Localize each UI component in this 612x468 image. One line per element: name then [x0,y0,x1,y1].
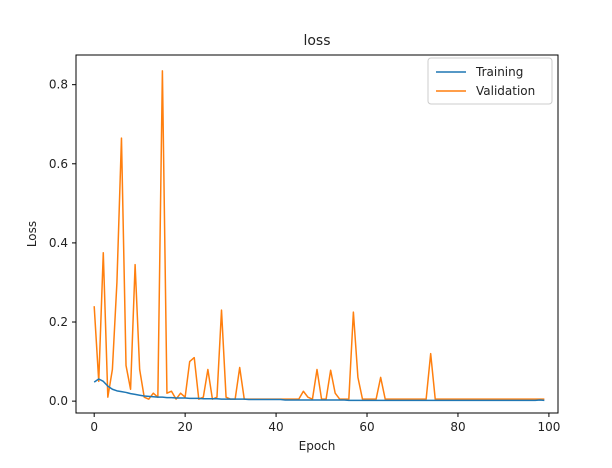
series-line-training [93,378,545,402]
y-tick-label: 0.8 [49,78,68,92]
y-axis-ticks: 0.0 0.2 0.4 0.6 0.8 [49,78,76,408]
plot-frame [75,54,559,414]
plot-lines [93,70,545,402]
legend-training-label: Training [475,65,523,79]
y-tick-label: 0.0 [49,394,68,408]
x-axis-label: Epoch [299,439,336,453]
x-tick-label: 100 [537,420,560,434]
x-axis-ticks: 0 20 40 60 80 100 [90,413,560,434]
y-tick-label: 0.2 [49,315,68,329]
y-axis-label: Loss [25,221,39,247]
x-tick-label: 40 [268,420,283,434]
legend: Training Validation [427,57,553,105]
x-tick-label: 0 [90,420,98,434]
y-tick-label: 0.6 [49,157,68,171]
y-tick-label: 0.4 [49,236,68,250]
x-tick-label: 60 [359,420,374,434]
x-tick-label: 20 [177,420,192,434]
legend-validation-label: Validation [476,84,535,98]
legend-box [427,57,553,105]
chart-title: loss [303,33,330,49]
x-tick-label: 80 [450,420,465,434]
series-line-validation [93,70,545,400]
